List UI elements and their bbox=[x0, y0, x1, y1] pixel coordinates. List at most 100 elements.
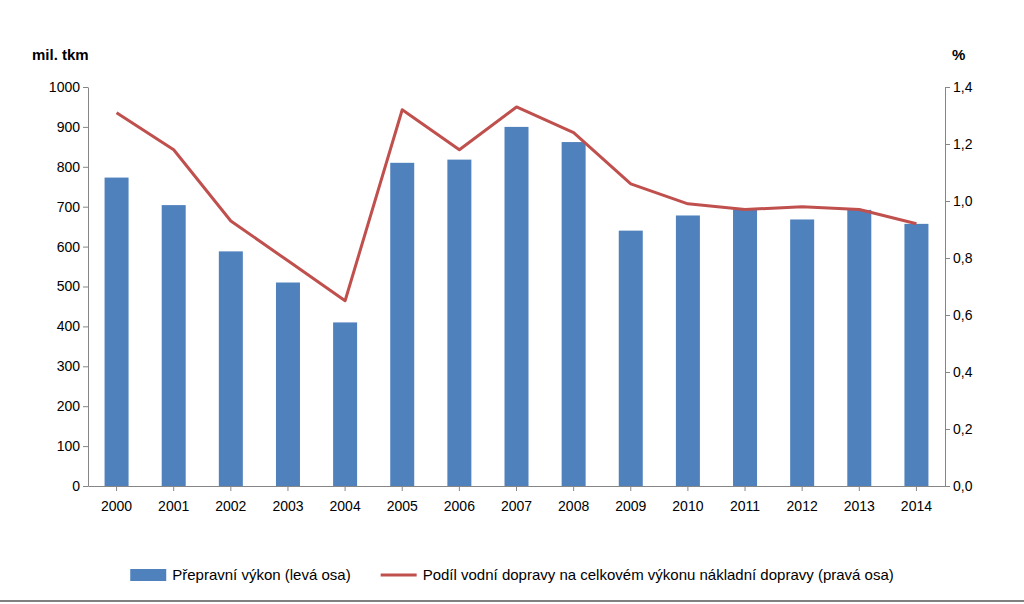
tick-mark bbox=[402, 486, 403, 491]
tick-mark bbox=[945, 429, 950, 430]
tick-mark bbox=[83, 207, 88, 208]
tick-mark bbox=[945, 144, 950, 145]
legend-item: Podíl vodní dopravy na celkovém výkonu n… bbox=[381, 566, 894, 583]
bar bbox=[390, 163, 414, 486]
tick-label: 2002 bbox=[215, 498, 246, 514]
tick-label: 500 bbox=[57, 278, 81, 294]
tick: 2003 bbox=[272, 486, 303, 514]
line bbox=[117, 107, 917, 301]
tick: 1,4 bbox=[945, 79, 973, 95]
tick: 800 bbox=[57, 159, 88, 175]
tick-label: 100 bbox=[57, 438, 81, 454]
tick-mark bbox=[173, 486, 174, 491]
legend-swatch bbox=[130, 569, 166, 581]
legend-label: Podíl vodní dopravy na celkovém výkonu n… bbox=[423, 566, 894, 583]
bar bbox=[505, 127, 529, 486]
x-axis: 2000 2001 2002 2003 2004 2005 2006 2007 2008 2009… bbox=[89, 486, 946, 514]
tick-mark bbox=[459, 486, 460, 491]
tick-mark bbox=[945, 315, 950, 316]
tick-mark bbox=[83, 406, 88, 407]
tick-label: 0,2 bbox=[953, 421, 973, 437]
tick-label: 2012 bbox=[787, 498, 818, 514]
tick-label: 2011 bbox=[730, 498, 760, 514]
tick: 0,8 bbox=[945, 250, 973, 266]
tick: 2014 bbox=[901, 486, 932, 514]
tick-label: 2006 bbox=[444, 498, 475, 514]
tick-mark bbox=[945, 87, 950, 88]
frame-line bbox=[0, 601, 1024, 602]
tick: 2005 bbox=[387, 486, 418, 514]
tick-mark bbox=[687, 486, 688, 491]
tick: 1,2 bbox=[945, 136, 973, 152]
tick: 2008 bbox=[558, 486, 589, 514]
tick-mark bbox=[945, 372, 950, 373]
tick-label: 300 bbox=[57, 358, 81, 374]
legend-item: Přepravní výkon (levá osa) bbox=[130, 566, 350, 583]
tick-mark bbox=[83, 287, 88, 288]
tick: 0,6 bbox=[945, 307, 973, 323]
tick: 2000 bbox=[101, 486, 132, 514]
tick: 600 bbox=[57, 239, 88, 255]
tick-label: 0,4 bbox=[953, 364, 973, 380]
tick-mark bbox=[83, 247, 88, 248]
tick-label: 2001 bbox=[158, 498, 189, 514]
tick-label: 600 bbox=[57, 239, 81, 255]
tick-mark bbox=[83, 87, 88, 88]
tick: 400 bbox=[57, 318, 88, 334]
tick-label: 2008 bbox=[558, 498, 589, 514]
tick-label: 1,4 bbox=[953, 79, 973, 95]
legend-swatch bbox=[381, 574, 417, 577]
bar-series bbox=[105, 127, 929, 486]
tick-mark bbox=[945, 201, 950, 202]
tick-mark bbox=[945, 486, 950, 487]
tick: 500 bbox=[57, 278, 88, 294]
bar bbox=[619, 231, 643, 486]
axis-line bbox=[945, 88, 946, 487]
tick: 900 bbox=[57, 119, 88, 135]
tick-label: 0,6 bbox=[953, 307, 973, 323]
tick: 2002 bbox=[215, 486, 246, 514]
chart: 2000 2001 2002 2003 2004 2005 2006 2007 2008 2009… bbox=[0, 0, 1024, 604]
tick-mark bbox=[345, 486, 346, 491]
tick-label: 1,0 bbox=[953, 193, 973, 209]
bar bbox=[733, 209, 757, 486]
tick-mark bbox=[859, 486, 860, 491]
tick: 2012 bbox=[787, 486, 818, 514]
tick-label: 1000 bbox=[49, 79, 80, 95]
tick-mark bbox=[945, 258, 950, 259]
tick-label: 2000 bbox=[101, 498, 132, 514]
bar bbox=[847, 210, 871, 486]
tick: 300 bbox=[57, 358, 88, 374]
bar bbox=[276, 283, 300, 486]
tick: 0,4 bbox=[945, 364, 973, 380]
tick: 2011 bbox=[730, 486, 760, 514]
tick-mark bbox=[745, 486, 746, 491]
tick-mark bbox=[83, 326, 88, 327]
tick-mark bbox=[573, 486, 574, 491]
y2-axis: 0,0 0,2 0,4 0,6 0,8 1,0 1,2 1,4 bbox=[945, 79, 973, 494]
marks bbox=[105, 107, 929, 486]
tick: 100 bbox=[57, 438, 88, 454]
tick-label: 400 bbox=[57, 318, 81, 334]
tick: 1,0 bbox=[945, 193, 973, 209]
tick: 0 bbox=[72, 478, 88, 494]
tick-mark bbox=[83, 167, 88, 168]
bar bbox=[447, 160, 471, 486]
tick: 0,0 bbox=[945, 478, 973, 494]
tick: 2006 bbox=[444, 486, 475, 514]
tick-label: 0 bbox=[72, 478, 80, 494]
tick: 2007 bbox=[501, 486, 532, 514]
y-axis: 01002003004005006007008009001000 bbox=[49, 79, 89, 494]
tick: 700 bbox=[57, 199, 88, 215]
bar bbox=[219, 251, 243, 486]
bar bbox=[105, 178, 129, 486]
tick: 2013 bbox=[844, 486, 875, 514]
tick-label: 2004 bbox=[330, 498, 361, 514]
tick-mark bbox=[230, 486, 231, 491]
tick-label: 2010 bbox=[672, 498, 703, 514]
tick-label: 0,8 bbox=[953, 250, 973, 266]
tick-label: 2009 bbox=[615, 498, 646, 514]
tick-label: 2007 bbox=[501, 498, 532, 514]
bar bbox=[676, 215, 700, 486]
tick: 2010 bbox=[672, 486, 703, 514]
